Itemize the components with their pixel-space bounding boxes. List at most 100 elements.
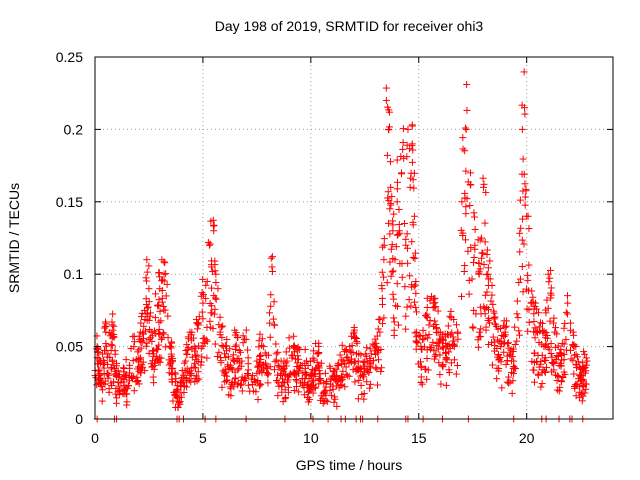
data-point [250,376,258,384]
data-point [531,334,539,342]
data-point [579,392,587,400]
data-point [279,379,287,387]
data-point [342,370,350,378]
data-point [116,371,124,379]
data-point [304,380,312,388]
data-point [282,348,290,356]
data-point [330,398,338,406]
data-point [406,145,414,153]
data-point [157,317,165,325]
data-point [150,365,158,373]
data-point [571,351,579,359]
data-point [269,315,277,323]
data-point [530,349,538,357]
data-point [203,323,211,331]
data-point [271,358,279,366]
data-point [517,224,525,232]
data-point [363,378,371,386]
data-point [403,230,411,238]
data-point [239,332,247,340]
y-tick-label: 0.25 [56,49,83,65]
data-point [145,326,153,334]
data-point [512,365,520,373]
data-point [230,383,238,391]
data-point [307,385,315,393]
data-point [519,288,527,296]
data-point [505,373,513,381]
data-point [361,358,369,366]
data-point [110,330,118,338]
data-point [553,352,561,360]
data-point [389,290,397,298]
data-point [382,84,390,92]
data-point [411,249,419,257]
data-point [267,302,275,310]
data-point [97,382,105,390]
data-point [542,309,550,317]
data-point [582,354,590,362]
data-point [98,397,106,405]
data-point [261,349,269,357]
data-point [203,277,211,285]
data-point [446,312,454,320]
data-point [545,278,553,286]
data-point [140,322,148,330]
data-point [402,312,410,320]
data-point [201,339,209,347]
data-point [564,299,572,307]
data-point [389,267,397,275]
data-point [232,341,240,349]
data-point [431,317,439,325]
data-point [108,363,116,371]
data-point [342,363,350,371]
data-point [219,322,227,330]
data-point [408,158,416,166]
data-point [253,369,261,377]
data-point [509,345,517,353]
data-point [501,323,509,331]
data-point [273,376,281,384]
data-point [162,343,170,351]
data-point [290,332,298,340]
data-point [550,314,558,322]
data-point [452,321,460,329]
data-point [256,330,264,338]
data-point [491,320,499,328]
data-point [171,370,179,378]
y-tick-label: 0.05 [56,339,83,355]
data-point [118,375,126,383]
data-point [345,359,353,367]
data-point [470,258,478,266]
data-point [435,359,443,367]
data-point [377,345,385,353]
data-point [304,393,312,401]
data-point [125,377,133,385]
data-point [267,291,275,299]
data-point [105,329,113,337]
data-point [416,332,424,340]
data-point [384,188,392,196]
data-point [531,324,539,332]
data-point [369,340,377,348]
data-point [399,125,407,133]
data-point [500,317,508,325]
data-point [192,372,200,380]
data-point [383,151,391,159]
data-point [298,379,306,387]
data-point [180,389,188,397]
data-point [282,362,290,370]
data-point [275,363,283,371]
data-point [188,328,196,336]
data-point [290,370,298,378]
data-point [165,369,173,377]
data-point [138,309,146,317]
data-point [422,365,430,373]
data-point [167,352,175,360]
data-point [542,363,550,371]
data-point [423,355,431,363]
data-point [143,304,151,312]
data-point [145,285,153,293]
data-point [226,361,234,369]
data-point [316,377,324,385]
data-point [520,240,528,248]
